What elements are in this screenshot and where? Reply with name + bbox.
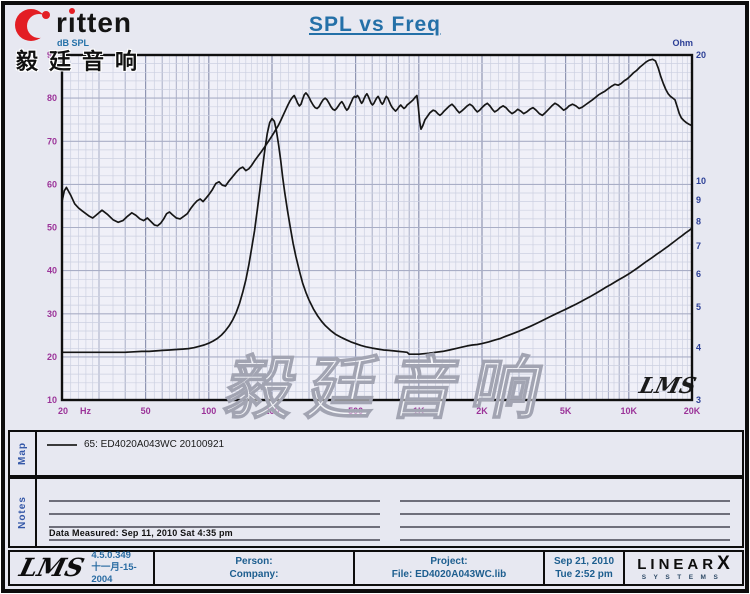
note-line [399,489,730,502]
svg-text:30: 30 [47,309,57,319]
brand-chinese-text: 毅廷音响 [16,49,149,74]
svg-text:7: 7 [696,241,701,251]
svg-text:1K: 1K [413,406,425,416]
y-left-axis-labels: dB SPL 10 20 30 40 50 60 70 80 90 [47,38,90,405]
note-line [49,489,380,502]
legend-row: 65: ED4020A043WC 20100921 [47,439,732,450]
svg-text:LMS: LMS [636,373,699,399]
svg-text:80: 80 [47,93,57,103]
notes-panel: Notes Data Measured: Sep 11, 2010 Sat 4:… [8,477,744,548]
svg-text:毅廷音响: 毅廷音响 [219,351,563,427]
report-time: Tue 2:52 pm [555,569,613,580]
brand-row: rı tten [10,6,200,42]
notes-column-left: Data Measured: Sep 11, 2010 Sat 4:35 pm [49,489,380,541]
svg-text:60: 60 [47,179,57,189]
lms-watermark: LMS [636,373,699,399]
svg-text:4: 4 [696,343,701,353]
svg-text:10K: 10K [621,406,638,416]
notes-content: Data Measured: Sep 11, 2010 Sat 4:35 pm [37,479,742,546]
brand-text: rı tten [56,7,133,38]
svg-text:50: 50 [47,223,57,233]
note-line [49,502,380,515]
svg-text:3: 3 [696,395,701,405]
map-panel-label: Map [17,442,28,465]
note-line [399,528,730,541]
project-label: Project: [430,556,468,567]
map-panel: Map 65: ED4020A043WC 20100921 [8,430,744,477]
linearx-logo: LINEARX [637,553,730,575]
file-label: File: ED4020A043WC.lib [391,569,507,580]
footer-linearx-cell: LINEARX SYSTEMS [625,552,742,584]
note-line [399,502,730,515]
brand-i-dot [68,8,75,14]
notes-panel-label: Notes [17,496,29,529]
footer-project-cell: Project: File: ED4020A043WC.lib [355,552,545,584]
chinese-watermark: 毅廷音响 [218,350,564,428]
svg-text:Hz: Hz [80,406,91,416]
svg-text:20K: 20K [684,406,701,416]
svg-text:10: 10 [47,395,57,405]
spl-curve [61,58,693,227]
footer-person-cell: Person: Company: [155,552,355,584]
svg-text:2K: 2K [476,406,488,416]
lms-logo: LMS [16,552,88,582]
note-line [49,515,380,528]
svg-text:dB SPL: dB SPL [57,38,90,48]
impedance-curve [62,117,693,356]
svg-text:90: 90 [47,50,57,60]
footer-date-cell: Sep 21, 2010 Tue 2:52 pm [545,552,625,584]
svg-text:5: 5 [696,302,701,312]
svg-text:500: 500 [348,406,363,416]
notes-panel-label-cell: Notes [10,479,37,546]
svg-text:Ohm: Ohm [672,38,693,48]
linearx-systems-label: SYSTEMS [641,574,726,582]
map-panel-content: 65: ED4020A043WC 20100921 [37,432,742,475]
x-axis-labels: 20 Hz 50 100 200 500 1K 2K 5K 10K 20K [58,406,701,416]
svg-text:8: 8 [696,217,701,227]
svg-text:6: 6 [696,269,701,279]
lms-version: 4.5.0.349 十一月-15-2004 [91,550,137,585]
svg-text:50: 50 [141,406,151,416]
svg-text:5K: 5K [560,406,572,416]
svg-text:10: 10 [696,176,706,186]
svg-text:100: 100 [201,406,216,416]
footer-lms-cell: LMS 4.5.0.349 十一月-15-2004 [10,550,155,585]
svg-text:200: 200 [264,406,279,416]
svg-text:40: 40 [47,266,57,276]
brand-logo: rı tten 毅廷音响 [10,6,200,74]
report-date: Sep 21, 2010 [553,556,615,567]
note-line [399,515,730,528]
brand-swoosh-icon [15,9,51,41]
map-panel-label-cell: Map [10,432,37,475]
note-line: Data Measured: Sep 11, 2010 Sat 4:35 pm [49,528,380,541]
svg-text:20: 20 [58,406,68,416]
notes-column-right [399,489,730,541]
person-label: Person: [235,556,273,567]
legend-text: 65: ED4020A043WC 20100921 [84,439,225,450]
svg-text:70: 70 [47,136,57,146]
svg-text:9: 9 [696,195,701,205]
footer-bar: LMS 4.5.0.349 十一月-15-2004 Person: Compan… [8,550,744,586]
svg-text:20: 20 [47,352,57,362]
company-label: Company: [229,569,279,580]
legend-line-sample [47,443,77,446]
svg-text:20: 20 [696,50,706,60]
spl-vs-freq-chart: LMS dB SPL 10 20 30 40 50 60 70 80 90 20 Hz 50 100 200 5… [47,38,706,428]
page-title: SPL vs Freq [309,13,441,36]
data-measured-text: Data Measured: Sep 11, 2010 Sat 4:35 pm [49,528,233,538]
